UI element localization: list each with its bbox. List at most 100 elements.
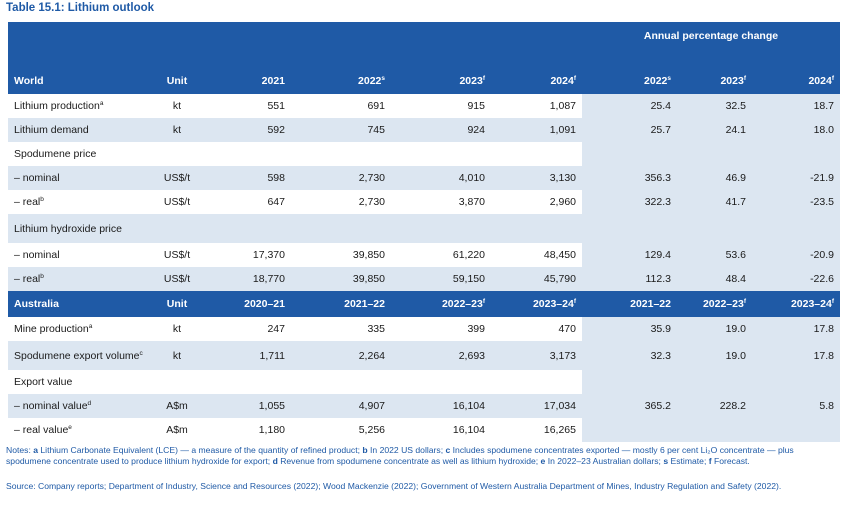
pct-cell-text: 5.8 (819, 400, 834, 412)
value-cell (291, 214, 391, 243)
row-unit-text: A$m (166, 424, 188, 436)
footnote-marker: s (667, 75, 671, 82)
value-cell: 1,180 (204, 418, 291, 442)
table-row: – nominal US$/t 598 2,730 4,010 3,130 356.3 46.… (8, 166, 840, 190)
year-header: 2020–21 (204, 291, 291, 317)
row-unit-text: US$/t (163, 172, 191, 184)
pct-cell: 46.9 (677, 166, 752, 190)
pct-cell: 129.4 (582, 243, 677, 267)
value-cell (391, 370, 491, 394)
row-label-text: – real (14, 196, 41, 208)
value-cell (491, 370, 582, 394)
pct-year-header: 2022s (582, 68, 677, 94)
value-cell-text: 924 (467, 124, 485, 136)
value-cell-text: 39,850 (352, 273, 385, 285)
pct-cell (677, 418, 752, 442)
pct-cell: 112.3 (582, 267, 677, 291)
pct-cell: 228.2 (677, 394, 752, 418)
unit-header: Unit (150, 291, 204, 317)
pct-year-header: 2021–22 (582, 291, 677, 317)
table-row: – realb US$/t 647 2,730 3,870 2,960 322.3 41.7 -… (8, 190, 840, 214)
value-cell-text: 551 (267, 100, 285, 112)
pct-cell: 35.9 (582, 317, 677, 341)
table-row: Lithium demand kt 592 745 924 1,091 25.7 24.1 18… (8, 118, 840, 142)
header-blank-cell (150, 22, 204, 68)
row-unit (150, 370, 204, 394)
value-cell-text: 745 (367, 124, 385, 136)
value-cell-text: 2,730 (358, 172, 385, 184)
table-row: – real valuee A$m 1,180 5,256 16,104 16,265 (8, 418, 840, 442)
value-cell-text: 1,087 (549, 100, 576, 112)
value-cell-text: 2,264 (358, 349, 385, 362)
row-label-text: Export value (14, 376, 73, 388)
footnote-marker: b (40, 273, 44, 280)
value-cell: 3,173 (491, 341, 582, 370)
value-cell: 592 (204, 118, 291, 142)
value-cell: 17,370 (204, 243, 291, 267)
value-cell: 1,091 (491, 118, 582, 142)
pct-cell-text: 18.7 (813, 100, 834, 112)
row-unit: A$m (150, 394, 204, 418)
pct-cell: 32.3 (582, 341, 677, 370)
note-key: a (33, 445, 39, 455)
value-cell-text: 61,220 (452, 249, 485, 261)
row-label-text: – nominal (14, 249, 60, 261)
pct-cell-text: 322.3 (644, 196, 671, 208)
year-header-text: 2021 (261, 75, 285, 87)
value-cell-text: 1,180 (258, 424, 285, 436)
value-cell-text: 17,370 (252, 249, 285, 261)
value-cell-text: 915 (467, 100, 485, 112)
value-cell: 2,960 (491, 190, 582, 214)
year-header: 2023f (391, 68, 491, 94)
value-cell: 247 (204, 317, 291, 341)
value-cell: 915 (391, 94, 491, 118)
note-text: In 2022 US dollars; (367, 445, 446, 455)
table-row: Lithium productiona kt 551 691 915 1,087 25.4 3… (8, 94, 840, 118)
value-cell: 16,265 (491, 418, 582, 442)
pct-cell-text: -22.6 (810, 273, 834, 285)
value-cell: 2,730 (291, 166, 391, 190)
row-unit-text: kt (172, 323, 182, 335)
row-unit: US$/t (150, 267, 204, 291)
year-header: 2022s (291, 68, 391, 94)
note-key: b (362, 445, 368, 455)
row-label-text: – real value (14, 424, 69, 436)
header-blank-cell (391, 22, 491, 68)
row-unit: A$m (150, 418, 204, 442)
header-blank-cell (8, 22, 150, 68)
year-header-text: 2024 (550, 75, 574, 87)
header-group-row: Annual percentage change (8, 22, 840, 68)
value-cell: 2,264 (291, 341, 391, 370)
pct-cell-text: 25.7 (650, 124, 671, 136)
note-text: Lithium Carbonate Equivalent (LCE) — a m… (38, 445, 363, 455)
value-cell: 16,104 (391, 394, 491, 418)
row-unit-text: US$/t (163, 273, 191, 285)
value-cell-text: 598 (267, 172, 285, 184)
pct-cell: 32.5 (677, 94, 752, 118)
value-cell-text: 48,450 (543, 249, 576, 261)
pct-cell: 19.0 (677, 317, 752, 341)
value-cell (491, 214, 582, 243)
value-cell-text: 18,770 (252, 273, 285, 285)
pct-cell-text: 228.2 (719, 400, 746, 412)
row-label-text: – nominal (14, 172, 60, 184)
row-label: Spodumene price (8, 142, 150, 166)
pct-cell (582, 214, 677, 243)
row-label: – realb (8, 267, 150, 291)
pct-cell-text: 129.4 (644, 249, 671, 261)
table-row: – realb US$/t 18,770 39,850 59,150 45,790 112.… (8, 267, 840, 291)
year-header: 2021–22 (291, 291, 391, 317)
table-title: Table 15.1: Lithium outlook (6, 2, 155, 14)
row-label: – nominal (8, 243, 150, 267)
value-cell: 2,693 (391, 341, 491, 370)
unit-header-text: Unit (166, 75, 188, 87)
note-key: s (663, 455, 669, 466)
year-header: 2021 (204, 68, 291, 94)
note-text: In 2022–23 Australian dollars; (545, 455, 664, 466)
pct-cell (752, 370, 840, 394)
value-cell (204, 142, 291, 166)
year-header-text: 2020–21 (244, 298, 285, 310)
value-cell-text: 1,091 (549, 124, 576, 136)
row-label: Mine productiona (8, 317, 150, 341)
value-cell-text: 16,104 (452, 400, 485, 412)
